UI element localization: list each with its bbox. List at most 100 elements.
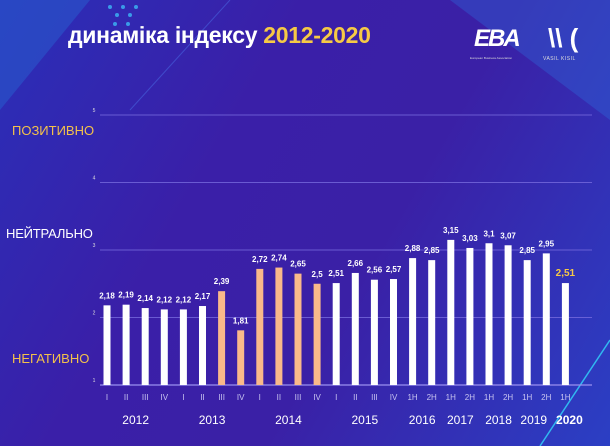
year-label: 2015 xyxy=(351,413,378,427)
data-label: 2,39 xyxy=(214,277,230,286)
year-label: 2019 xyxy=(520,413,547,427)
x-tick-label: II xyxy=(353,393,357,402)
year-label: 2018 xyxy=(485,413,512,427)
data-label: 2,5 xyxy=(312,270,324,279)
data-label: 2,18 xyxy=(99,291,115,300)
x-tick-label: III xyxy=(371,393,378,402)
x-tick-label: 1H xyxy=(560,393,570,402)
year-label: 2020 xyxy=(556,413,583,427)
bar xyxy=(523,260,531,385)
x-tick-label: 1H xyxy=(446,393,456,402)
x-tick-label: II xyxy=(124,393,128,402)
bar xyxy=(103,305,111,385)
bar xyxy=(504,245,512,385)
zone-positive: ПОЗИТИВНО xyxy=(12,123,95,138)
x-tick-label: II xyxy=(200,393,204,402)
data-label: 2,66 xyxy=(348,259,364,268)
bar xyxy=(122,304,130,385)
year-label: 2012 xyxy=(122,413,149,427)
bar xyxy=(351,272,359,385)
bar xyxy=(466,247,474,385)
data-label: 2,12 xyxy=(176,295,192,304)
bar xyxy=(561,283,569,385)
x-tick-label: I xyxy=(259,393,261,402)
bar xyxy=(428,260,436,385)
x-tick-label: IV xyxy=(237,393,245,402)
data-label: 2,12 xyxy=(157,295,173,304)
x-tick-label: 2H xyxy=(503,393,513,402)
x-tick-label: 2H xyxy=(541,393,551,402)
bar xyxy=(160,309,168,385)
x-tick-label: IV xyxy=(313,393,321,402)
x-tick-label: 1H xyxy=(484,393,494,402)
x-tick-label: III xyxy=(295,393,302,402)
data-label: 2,51 xyxy=(556,268,576,279)
x-tick-label: III xyxy=(218,393,225,402)
data-label: 1,81 xyxy=(233,316,249,325)
data-label: 2,51 xyxy=(328,269,344,278)
x-tick-label: I xyxy=(182,393,184,402)
bar xyxy=(447,239,455,385)
bar xyxy=(313,283,321,385)
bar xyxy=(199,306,206,385)
y-tick-label: 3 xyxy=(93,243,96,249)
bar xyxy=(390,279,397,385)
x-tick-label: 1H xyxy=(522,393,532,402)
x-tick-label: III xyxy=(142,393,149,402)
zone-negative: НЕГАТИВНО xyxy=(12,351,90,366)
y-tick-label: 4 xyxy=(93,176,96,182)
year-label: 2013 xyxy=(199,413,226,427)
bar xyxy=(237,330,245,385)
eba-logo: EBA xyxy=(474,25,521,52)
data-label: 2,74 xyxy=(271,254,287,263)
bar xyxy=(141,308,149,385)
data-label: 3,03 xyxy=(462,234,478,243)
x-tick-label: II xyxy=(277,393,281,402)
bar xyxy=(485,243,493,385)
zone-neutral: НЕЙТРАЛЬНО xyxy=(6,226,93,241)
data-label: 2,85 xyxy=(424,246,440,255)
x-tick-label: IV xyxy=(161,393,169,402)
data-label: 2,65 xyxy=(290,260,306,269)
x-tick-label: 1H xyxy=(407,393,417,402)
data-label: 2,17 xyxy=(195,292,211,301)
bar xyxy=(218,291,226,385)
y-tick-label: 5 xyxy=(93,108,96,114)
x-tick-label: IV xyxy=(390,393,398,402)
eba-logo-subtitle: European Business Association xyxy=(470,56,513,60)
y-tick-label: 2 xyxy=(93,311,96,317)
page-title: динаміка індексу 2012-2020 xyxy=(68,22,371,49)
x-tick-label: 2H xyxy=(465,393,475,402)
x-tick-label: I xyxy=(106,393,108,402)
x-tick-label: 2H xyxy=(427,393,437,402)
title-main: динаміка індексу xyxy=(68,22,258,48)
title-years: 2012-2020 xyxy=(263,22,371,48)
data-label: 3,07 xyxy=(500,231,516,240)
bar xyxy=(332,283,340,385)
data-label: 2,57 xyxy=(386,265,402,274)
data-label: 2,95 xyxy=(539,239,555,248)
data-label: 2,19 xyxy=(118,291,134,300)
bar xyxy=(542,253,550,385)
bar xyxy=(294,273,302,385)
bar xyxy=(275,267,283,385)
data-label: 3,15 xyxy=(443,226,459,235)
year-label: 2014 xyxy=(275,413,302,427)
year-label: 2017 xyxy=(447,413,474,427)
y-tick-label: 1 xyxy=(93,378,96,384)
bar xyxy=(256,268,264,385)
vasil-kisil-logo: \\ ( xyxy=(548,23,579,53)
data-label: 2,88 xyxy=(405,244,421,253)
data-label: 2,72 xyxy=(252,255,268,264)
year-label: 2016 xyxy=(409,413,436,427)
x-tick-label: I xyxy=(335,393,337,402)
bar xyxy=(370,279,378,385)
bar xyxy=(409,258,417,385)
data-label: 2,56 xyxy=(367,266,383,275)
bar xyxy=(179,309,187,385)
vasil-kisil-logo-text: VASIL KISIL xyxy=(543,56,576,62)
data-label: 2,85 xyxy=(519,246,535,255)
data-label: 3,1 xyxy=(483,229,495,238)
data-label: 2,14 xyxy=(137,294,153,303)
